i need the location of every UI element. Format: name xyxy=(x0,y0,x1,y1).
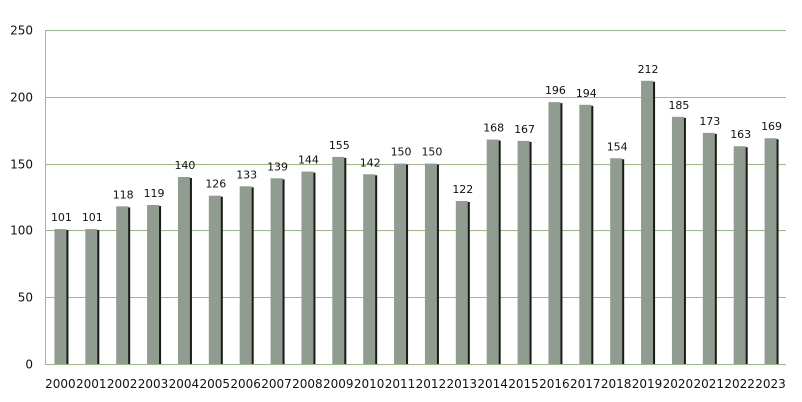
bar xyxy=(733,146,746,364)
x-tick-label: 2010 xyxy=(354,377,385,391)
data-label: 133 xyxy=(236,168,257,181)
data-label: 101 xyxy=(82,211,103,224)
data-label: 194 xyxy=(576,87,597,100)
y-tick-label: 200 xyxy=(10,91,33,105)
x-tick-label: 2005 xyxy=(200,377,231,391)
bar xyxy=(301,171,314,364)
data-label: 139 xyxy=(267,160,288,173)
x-tick-label: 2011 xyxy=(385,377,416,391)
data-label: 173 xyxy=(699,115,720,128)
bar xyxy=(270,178,283,364)
x-tick-label: 2014 xyxy=(477,377,508,391)
data-label: 163 xyxy=(730,128,751,141)
bar xyxy=(517,140,530,364)
bar xyxy=(579,104,592,364)
x-tick-label: 2020 xyxy=(663,377,694,391)
y-tick-label: 250 xyxy=(10,24,33,38)
x-tick-label: 2023 xyxy=(755,377,786,391)
data-label: 144 xyxy=(298,154,319,167)
data-labels: 101 101 118 119 140 126 133 139 144 155 142 150 150 1… xyxy=(51,63,782,224)
x-tick-label: 2012 xyxy=(416,377,447,391)
bar xyxy=(486,139,499,364)
bar xyxy=(85,229,98,364)
x-tick-label: 2002 xyxy=(107,377,138,391)
bar xyxy=(455,201,468,364)
gridlines xyxy=(45,30,786,365)
x-tick-label: 2013 xyxy=(447,377,478,391)
bar xyxy=(54,229,67,364)
x-tick-label: 2017 xyxy=(570,377,601,391)
y-tick-label: 0 xyxy=(25,358,33,372)
data-label: 167 xyxy=(514,123,535,136)
data-label: 101 xyxy=(51,211,72,224)
x-tick-label: 2015 xyxy=(508,377,539,391)
bars xyxy=(54,80,779,365)
data-label: 196 xyxy=(545,84,566,97)
x-tick-label: 2001 xyxy=(76,377,107,391)
x-tick-label: 2000 xyxy=(45,377,76,391)
data-label: 122 xyxy=(452,183,473,196)
data-label: 155 xyxy=(329,139,350,152)
y-tick-label: 50 xyxy=(18,291,33,305)
x-tick-label: 2008 xyxy=(292,377,323,391)
bar xyxy=(641,80,654,364)
x-tick-label: 2016 xyxy=(539,377,570,391)
bar xyxy=(610,158,623,364)
y-tick-label: 100 xyxy=(10,224,33,238)
x-tick-label: 2018 xyxy=(601,377,632,391)
y-axis-ticks: 0 50 100 150 200 250 xyxy=(10,24,33,372)
x-tick-label: 2021 xyxy=(694,377,725,391)
bar xyxy=(116,206,129,364)
bar xyxy=(548,102,561,365)
bar xyxy=(394,163,407,364)
bar xyxy=(764,138,777,364)
data-label: 185 xyxy=(668,99,689,112)
data-label: 126 xyxy=(205,178,226,191)
data-label: 119 xyxy=(144,187,165,200)
data-label: 118 xyxy=(113,188,134,201)
x-tick-label: 2022 xyxy=(724,377,755,391)
x-axis-ticks: 2000 2001 2002 2003 2004 2005 2006 2007 2008 2009… xyxy=(45,377,786,391)
bar xyxy=(147,205,160,364)
bar xyxy=(424,163,437,364)
x-tick-label: 2007 xyxy=(261,377,292,391)
bar xyxy=(208,195,221,364)
bar xyxy=(239,186,252,364)
x-tick-label: 2004 xyxy=(169,377,200,391)
data-label: 212 xyxy=(638,63,659,76)
x-tick-label: 2019 xyxy=(632,377,663,391)
bar xyxy=(702,132,715,364)
y-tick-label: 150 xyxy=(10,158,33,172)
bar xyxy=(332,156,345,364)
x-tick-label: 2009 xyxy=(323,377,354,391)
data-label: 154 xyxy=(607,140,628,153)
data-label: 168 xyxy=(483,122,504,135)
data-label: 140 xyxy=(174,159,195,172)
data-label: 150 xyxy=(391,146,412,159)
bar xyxy=(177,176,190,364)
bar xyxy=(363,174,376,364)
x-tick-label: 2006 xyxy=(230,377,261,391)
data-label: 150 xyxy=(421,146,442,159)
bar xyxy=(671,116,684,364)
data-label: 142 xyxy=(360,156,381,169)
x-tick-label: 2003 xyxy=(138,377,169,391)
data-label: 169 xyxy=(761,120,782,133)
